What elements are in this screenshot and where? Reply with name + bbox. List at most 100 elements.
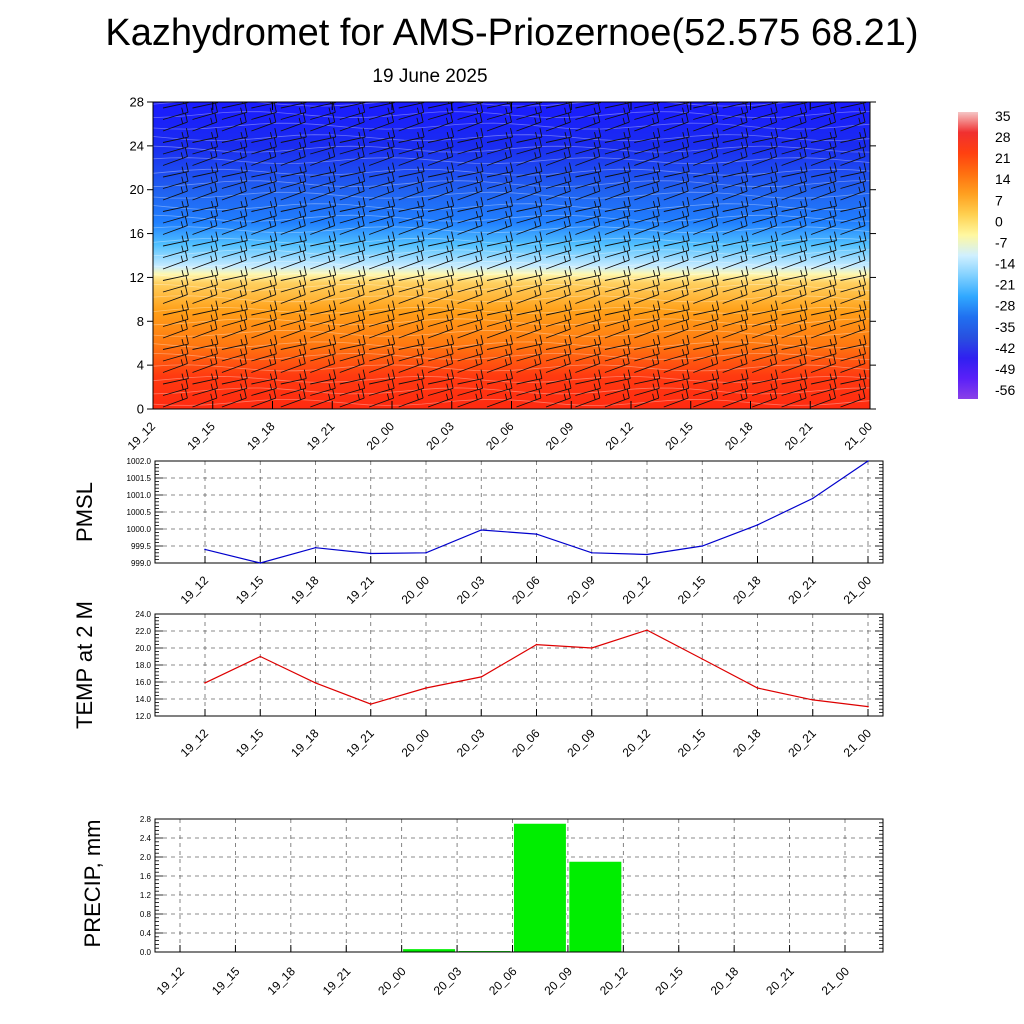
wind-barb — [752, 216, 778, 235]
wind-barb — [722, 128, 749, 143]
wind-barb — [457, 113, 483, 132]
wind-barb — [722, 354, 748, 373]
wind-barb — [221, 310, 248, 327]
wind-barb — [457, 310, 484, 327]
wind-barb — [251, 128, 278, 143]
wind-barb — [162, 354, 188, 373]
wind-barb — [369, 320, 395, 339]
wind-barb — [604, 275, 631, 293]
wind-barb — [781, 137, 808, 155]
wind-barb — [752, 251, 778, 270]
wind-barb — [457, 320, 483, 339]
wind-barb — [162, 275, 189, 293]
wind-barb — [221, 182, 247, 201]
wind-barb — [722, 231, 749, 247]
wind-barb — [840, 335, 867, 350]
wind-barb — [339, 379, 366, 396]
x-tick-label: 19_15 — [184, 419, 218, 453]
wind-barb — [398, 162, 425, 178]
wind-barb — [457, 162, 484, 178]
wind-barb — [162, 206, 189, 224]
wind-barb — [221, 113, 247, 132]
wind-barb — [575, 310, 601, 327]
wind-barb — [280, 320, 306, 339]
wind-barb — [162, 379, 189, 396]
wind-barb — [221, 172, 248, 189]
wind-barb — [192, 300, 219, 316]
wind-barb — [516, 300, 543, 316]
wind-barb — [663, 128, 690, 143]
contour-line — [153, 283, 870, 291]
wind-barb — [457, 285, 483, 304]
wind-barb — [280, 137, 307, 155]
wind-barb — [575, 379, 601, 396]
wind-barb — [398, 231, 425, 247]
wind-barb — [604, 300, 631, 316]
contour-line — [153, 318, 870, 326]
wind-barb — [722, 172, 749, 189]
wind-barb — [663, 172, 690, 189]
y-tick-label: 1001.0 — [127, 491, 152, 500]
wind-barb — [428, 128, 455, 143]
wind-barb — [693, 344, 719, 362]
wind-barb — [457, 354, 483, 373]
y-tick-label: 1002.0 — [127, 457, 152, 466]
wind-barb — [869, 337, 870, 338]
wind-barb — [369, 369, 396, 385]
colorbar-label: 35 — [995, 108, 1011, 124]
wind-barb — [516, 103, 542, 120]
wind-barb — [781, 285, 807, 304]
contour-line — [153, 203, 870, 211]
wind-barb — [840, 147, 866, 166]
wind-barb — [634, 182, 660, 201]
wind-barb — [575, 197, 602, 212]
wind-barb — [457, 172, 484, 189]
wind-barb — [781, 335, 808, 350]
wind-barb — [486, 389, 512, 408]
wind-barb — [280, 162, 307, 178]
wind-barb — [693, 241, 719, 258]
wind-barb — [457, 379, 484, 396]
wind-barb — [752, 354, 778, 373]
wind-barb — [221, 206, 248, 224]
wind-barb — [310, 251, 336, 270]
wind-barb — [752, 103, 778, 120]
x-tick-label: 20_03 — [454, 726, 488, 760]
x-tick-label: 20_00 — [399, 573, 433, 607]
wind-barb — [604, 285, 630, 304]
x-tick-label: 20_03 — [454, 573, 488, 607]
wind-barb — [693, 206, 719, 224]
contour-line — [153, 226, 870, 234]
wind-barb — [545, 206, 572, 224]
wind-barb — [428, 231, 455, 247]
wind-barb — [869, 314, 870, 315]
wind-barb — [663, 206, 690, 224]
wind-barb — [339, 137, 366, 155]
wind-barb — [545, 354, 571, 373]
wind-barb — [251, 344, 277, 362]
wind-barb — [545, 379, 572, 396]
wind-barb — [693, 102, 720, 109]
wind-barb — [810, 344, 837, 362]
x-tick-label: 20_06 — [486, 964, 520, 998]
wind-barb — [663, 344, 690, 362]
wind-barb — [634, 172, 660, 189]
y-tick-label: 4 — [137, 358, 144, 373]
data-point — [646, 629, 648, 631]
wind-barb — [663, 231, 690, 247]
wind-barb — [369, 182, 395, 201]
x-tick-label: 19_18 — [288, 726, 322, 760]
wind-barb — [575, 137, 601, 155]
wind-barb — [280, 102, 307, 109]
wind-barb — [192, 182, 218, 201]
wind-barb — [369, 389, 395, 408]
x-tick-label: 20_12 — [597, 964, 631, 998]
wind-barb — [869, 395, 870, 396]
wind-barb — [221, 266, 248, 281]
wind-barb — [280, 344, 307, 362]
wind-barb — [457, 335, 484, 350]
data-point — [811, 699, 814, 701]
wind-barb — [634, 147, 660, 166]
wind-barb — [486, 162, 513, 178]
wind-barb — [545, 102, 572, 109]
